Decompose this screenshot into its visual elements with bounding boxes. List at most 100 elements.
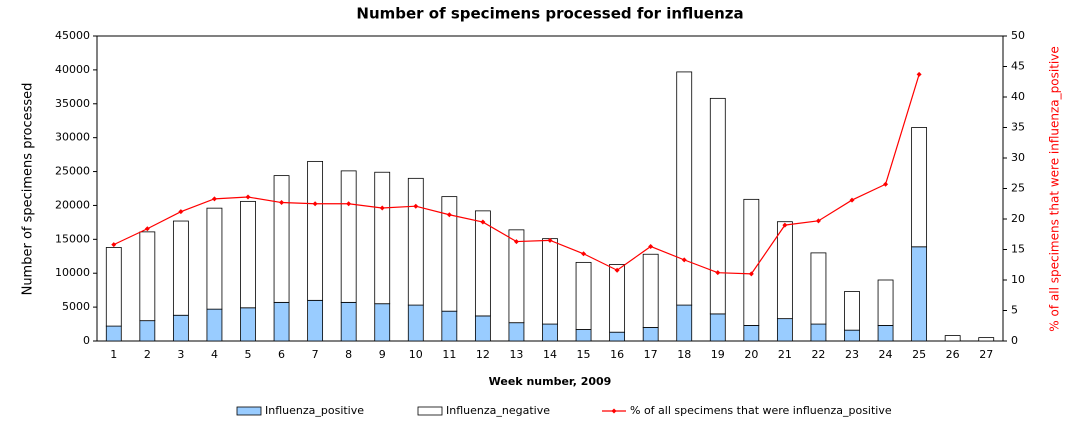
bar: [441, 310, 458, 342]
line-marker: [211, 196, 217, 202]
bar: [105, 247, 122, 327]
bar: [642, 253, 659, 328]
x-tick-label: 17: [644, 348, 658, 361]
x-tick-label: 11: [442, 348, 456, 361]
y-tick-label: 0: [83, 334, 90, 347]
bar: [743, 325, 760, 342]
chart-title: Number of specimens processed for influe…: [356, 5, 743, 23]
line-marker: [480, 219, 486, 225]
x-tick-label: 20: [744, 348, 758, 361]
bar: [542, 323, 558, 342]
y-tick-label: 45000: [55, 29, 90, 42]
x-tick-label: 25: [912, 348, 926, 361]
x-tick-label: 2: [144, 348, 151, 361]
line-marker: [446, 212, 452, 218]
x-tick-label: 6: [278, 348, 285, 361]
y2-axis-label: % of all specimens that were influenza_p…: [1048, 46, 1062, 331]
bar: [642, 327, 659, 342]
bar: [307, 160, 324, 301]
line-marker: [614, 267, 620, 273]
y-tick-label: 30000: [55, 131, 90, 144]
bar: [776, 221, 793, 320]
bar: [575, 329, 592, 342]
bar: [240, 200, 256, 309]
y2-tick-label: 20: [1011, 212, 1025, 225]
bar: [911, 127, 928, 248]
bar: [508, 322, 525, 342]
x-tick-label: 12: [476, 348, 490, 361]
bar: [407, 304, 424, 342]
line-marker: [782, 222, 788, 228]
y2-tick-label: 5: [1011, 304, 1018, 317]
x-tick-label: 22: [811, 348, 825, 361]
bar: [877, 325, 894, 342]
x-tick-label: 9: [379, 348, 386, 361]
bar: [709, 313, 726, 342]
x-tick-label: 13: [509, 348, 523, 361]
y-tick-label: 15000: [55, 232, 90, 245]
bar: [374, 171, 391, 305]
y2-tick-label: 25: [1011, 182, 1025, 195]
line-marker: [715, 270, 721, 276]
bar: [206, 308, 223, 342]
line-marker: [547, 237, 553, 243]
y2-tick-label: 10: [1011, 273, 1025, 286]
bar: [844, 291, 860, 331]
bar: [776, 318, 793, 342]
bar: [340, 301, 357, 342]
x-tick-label: 1: [110, 348, 117, 361]
x-tick-label: 4: [211, 348, 218, 361]
legend-label: Influenza_positive: [265, 404, 364, 417]
bar: [609, 264, 626, 333]
bar: [441, 196, 458, 312]
legend-label: % of all specimens that were influenza_p…: [630, 404, 892, 417]
legend-swatch: [236, 406, 262, 416]
y-tick-label: 25000: [55, 165, 90, 178]
line-marker: [916, 71, 922, 77]
x-tick-label: 7: [312, 348, 319, 361]
y2-tick-label: 50: [1011, 29, 1025, 42]
x-tick-label: 15: [577, 348, 591, 361]
line-marker: [245, 194, 251, 200]
line-marker: [346, 201, 352, 207]
bar: [911, 246, 928, 342]
y-tick-label: 5000: [62, 300, 90, 313]
line-marker: [379, 205, 385, 211]
bar: [575, 261, 592, 330]
y-tick-label: 40000: [55, 63, 90, 76]
y-tick-label: 35000: [55, 97, 90, 110]
bar: [944, 335, 961, 342]
x-tick-label: 10: [409, 348, 423, 361]
y-tick-label: 20000: [55, 198, 90, 211]
bar: [676, 304, 693, 342]
bar: [542, 238, 558, 325]
bar: [340, 170, 357, 303]
x-tick-label: 27: [979, 348, 993, 361]
bar: [139, 231, 156, 322]
bar: [172, 314, 189, 342]
line-marker: [178, 209, 184, 215]
y2-tick-label: 40: [1011, 90, 1025, 103]
bar: [307, 299, 324, 342]
legend-swatch: [417, 406, 443, 416]
line-marker: [748, 271, 754, 277]
bar: [206, 207, 223, 310]
bar: [978, 337, 995, 342]
bar: [139, 320, 156, 342]
y2-tick-label: 35: [1011, 121, 1025, 134]
line-marker: [648, 243, 654, 249]
bar: [273, 175, 290, 303]
line-marker: [513, 239, 519, 245]
legend-label: Influenza_negative: [446, 404, 550, 417]
y-axis-label: Number of specimens processed: [21, 83, 36, 296]
y2-tick-label: 30: [1011, 151, 1025, 164]
bar: [676, 71, 693, 306]
x-tick-label: 8: [345, 348, 352, 361]
x-tick-label: 5: [245, 348, 252, 361]
bar: [508, 229, 525, 324]
x-tick-label: 21: [778, 348, 792, 361]
x-tick-label: 19: [711, 348, 725, 361]
line-marker: [681, 257, 687, 263]
line-marker: [581, 251, 587, 257]
